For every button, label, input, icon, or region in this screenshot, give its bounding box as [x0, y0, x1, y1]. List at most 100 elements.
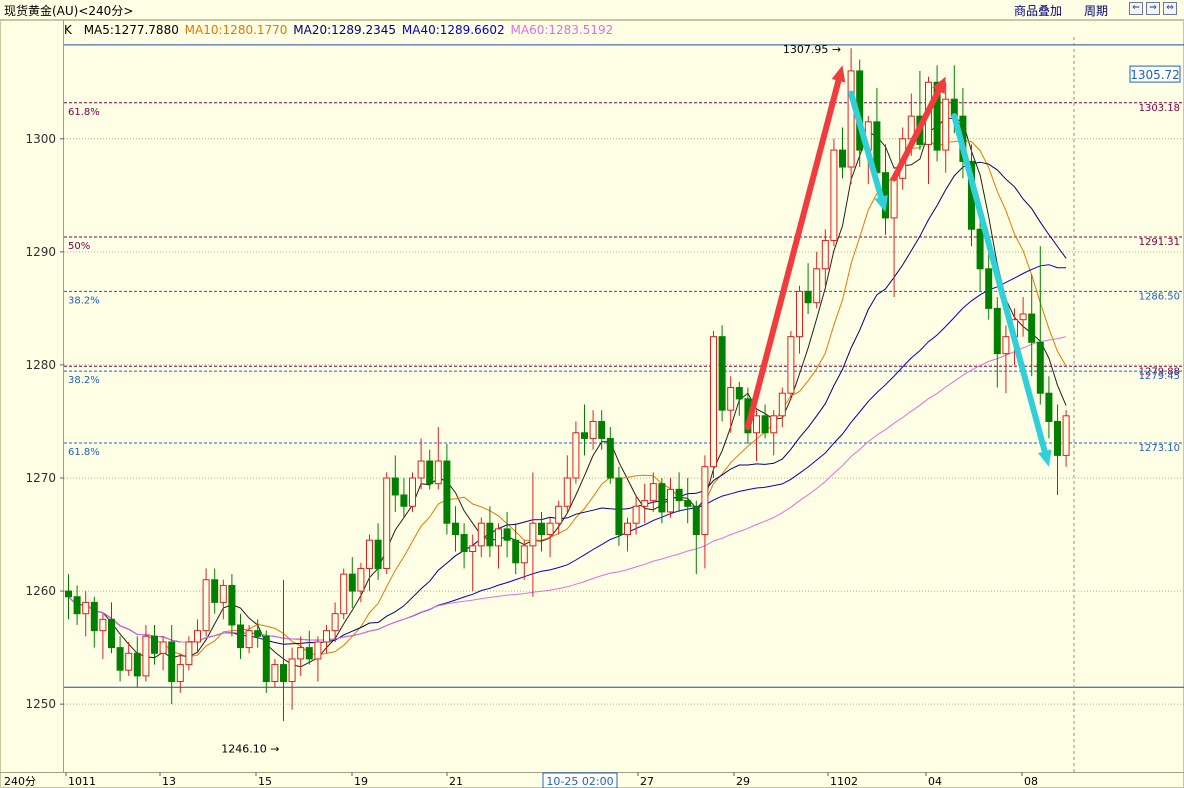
candle-body	[340, 573, 348, 615]
ma60-line	[68, 336, 1067, 643]
fib-price-label: 1273.10	[1139, 443, 1180, 454]
candle-body	[65, 590, 72, 598]
candle-body	[770, 415, 778, 434]
candle-body	[168, 641, 176, 683]
candle-body	[1036, 341, 1044, 394]
x-tick-label: 04	[928, 775, 942, 788]
period-button[interactable]: 周期	[1084, 4, 1109, 18]
trend-arrow	[951, 113, 1048, 455]
candle-body	[1002, 336, 1010, 355]
candle-body	[254, 630, 262, 637]
candle-body	[692, 505, 700, 536]
candle-body	[727, 387, 735, 411]
high-price-label: 1307.95 →	[783, 43, 841, 56]
fib-percent-label: 50%	[68, 241, 90, 252]
nav-right-button[interactable]: ⇒	[1146, 2, 1160, 15]
candle-body	[460, 534, 468, 552]
fib-percent-label: 61.8%	[68, 107, 100, 118]
candle-body	[219, 584, 227, 603]
candle-body	[718, 336, 726, 411]
candle-body	[658, 483, 666, 513]
candle-body	[804, 290, 812, 304]
candle-body	[632, 505, 640, 524]
y-tick-label: 1260	[25, 584, 56, 598]
candle-body	[159, 641, 167, 654]
candle-body	[589, 420, 597, 439]
candle-body	[202, 579, 210, 632]
y-tick-label: 1270	[25, 471, 56, 485]
candle-body	[538, 522, 545, 536]
candle-body	[581, 432, 588, 439]
nav-left-button[interactable]: ⇐	[1129, 2, 1143, 15]
timeframe-label: 240分	[4, 775, 36, 788]
candle-body	[125, 652, 133, 671]
candle-body	[280, 664, 287, 683]
candle-body	[933, 81, 941, 151]
trend-arrowhead	[932, 76, 946, 95]
candle-body	[563, 477, 571, 507]
candle-body	[288, 658, 296, 683]
trend-arrowhead	[1037, 449, 1052, 467]
candle-body	[735, 387, 743, 400]
candle-body	[176, 664, 184, 683]
candle-body	[520, 545, 528, 564]
candle-body	[675, 488, 683, 502]
overlay-button[interactable]: 商品叠加	[1014, 4, 1063, 18]
candle-body	[73, 596, 81, 615]
candle-body	[529, 522, 537, 547]
candle-body	[1054, 420, 1061, 456]
trend-arrow	[744, 77, 842, 431]
candle-body	[821, 240, 829, 270]
fib-price-label: 1286.50	[1139, 291, 1180, 302]
candle-body	[383, 477, 391, 569]
legend-ma5: MA5:1277.7880	[83, 23, 179, 37]
legend-ma20: MA20:1289.2345	[293, 23, 397, 37]
y-tick-label: 1300	[25, 132, 56, 146]
x-tick-label: 29	[736, 775, 750, 788]
x-tick-label: 08	[1024, 775, 1038, 788]
candle-body	[194, 630, 201, 643]
x-tick-label: 1011	[68, 775, 96, 788]
x-tick-label: 1102	[830, 775, 858, 788]
x-tick-label: 19	[354, 775, 368, 788]
ma-legend: K MA5:1277.7880 MA10:1280.1770 MA20:1289…	[64, 23, 615, 37]
candle-body	[237, 624, 244, 649]
candle-body	[391, 477, 399, 496]
candle-body	[331, 613, 339, 632]
candle-body	[262, 635, 270, 683]
cursor-time-label: 10-25 02:00	[546, 775, 613, 788]
candle-body	[99, 618, 107, 632]
candle-body	[512, 539, 520, 564]
candle-body	[787, 336, 795, 394]
candle-body	[469, 545, 477, 552]
candle-body	[133, 652, 141, 677]
candle-body	[400, 494, 408, 507]
fib-percent-label: 38.2%	[68, 295, 100, 306]
chart-header: 现货黄金(AU)<240分> 商品叠加 周期 ⇐ ⇒ ⇔	[0, 0, 1184, 20]
y-tick-label: 1280	[25, 358, 56, 372]
candle-body	[151, 635, 158, 654]
candle-body	[684, 500, 692, 507]
candle-body	[443, 460, 451, 524]
candle-body	[357, 567, 365, 592]
candle-body	[813, 268, 821, 304]
ma20-line	[68, 161, 1067, 645]
fib-percent-label: 38.2%	[68, 375, 100, 386]
candle-body	[761, 415, 769, 434]
candle-body	[701, 466, 709, 536]
x-tick-label: 15	[258, 775, 272, 788]
nav-fit-button[interactable]: ⇔	[1163, 2, 1177, 15]
candle-body	[942, 98, 950, 151]
legend-ma40: MA40:1289.6602	[401, 23, 505, 37]
candle-body	[598, 420, 606, 439]
candle-body	[245, 630, 253, 649]
candle-body	[778, 392, 786, 417]
candle-body	[641, 500, 649, 507]
fib-percent-label: 61.8%	[68, 447, 100, 458]
legend-ma10: MA10:1280.1770	[184, 23, 288, 37]
y-tick-label: 1250	[25, 697, 56, 711]
fib-price-label: 1303.18	[1139, 103, 1180, 114]
candle-body	[649, 483, 657, 502]
candle-body	[90, 601, 98, 632]
